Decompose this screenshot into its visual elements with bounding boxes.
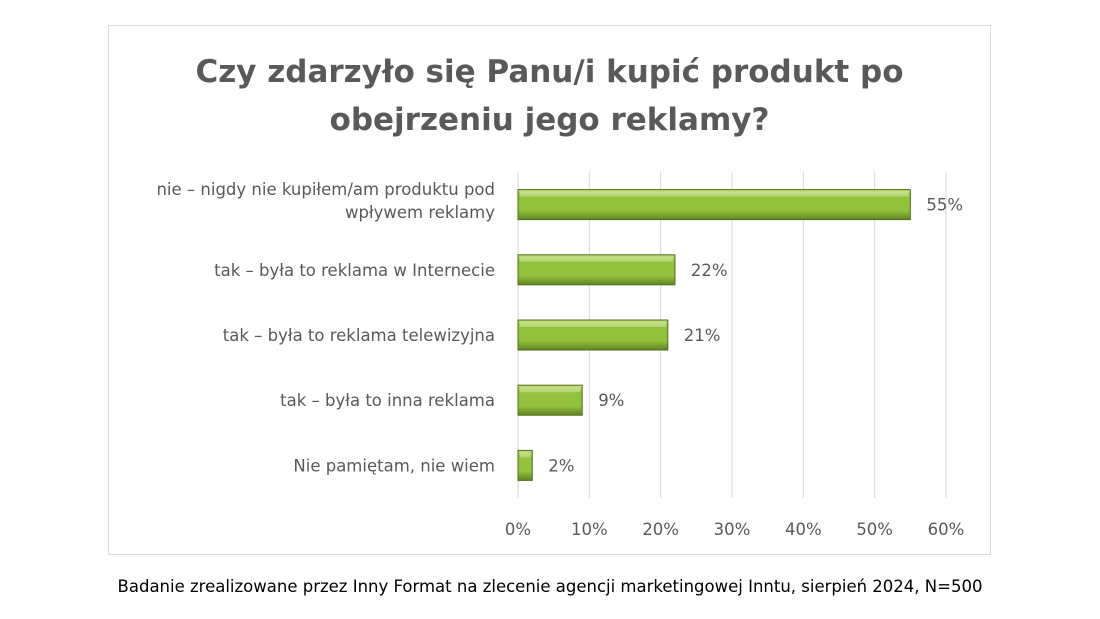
x-tick-label: 20% <box>642 520 679 539</box>
x-tick-label: 30% <box>714 520 751 539</box>
data-label: 21% <box>684 326 721 345</box>
chart-title-line-1: Czy zdarzyło się Panu/i kupić produkt po <box>195 54 904 90</box>
bar <box>517 319 669 351</box>
bar <box>517 254 676 286</box>
chart-title: Czy zdarzyło się Panu/i kupić produkt po… <box>108 48 991 144</box>
x-tick-label: 10% <box>571 520 608 539</box>
data-label: 2% <box>548 456 574 475</box>
bar-highlight <box>520 191 909 197</box>
bar <box>517 189 911 221</box>
x-tick-label: 50% <box>856 520 893 539</box>
bar-highlight <box>520 452 531 458</box>
bar-highlight <box>520 256 673 262</box>
x-tick-label: 0% <box>505 520 531 539</box>
bar <box>517 449 533 481</box>
x-tick-label: 40% <box>785 520 822 539</box>
category-label: wpływem reklamy <box>345 203 495 222</box>
category-label: tak – była to inna reklama <box>280 391 495 410</box>
category-label: nie – nigdy nie kupiłem/am produktu pod <box>156 180 495 199</box>
bar-highlight <box>520 387 581 393</box>
survey-footnote: Badanie zrealizowane przez Inny Format n… <box>117 577 983 596</box>
bar-highlight <box>520 322 666 327</box>
category-label: tak – była to reklama w Internecie <box>214 261 495 280</box>
chart-title-line-2: obejrzeniu jego reklamy? <box>329 102 770 138</box>
category-label: Nie pamiętam, nie wiem <box>293 456 495 475</box>
bar <box>517 384 583 416</box>
category-label: tak – była to reklama telewizyjna <box>223 326 495 345</box>
labels: 0% 10% 20% 30% 40% 50% 60% 55% nie – nigdy nie k… <box>156 180 964 539</box>
bars <box>517 189 911 481</box>
chart-frame <box>108 25 991 555</box>
data-label: 55% <box>926 196 963 215</box>
data-label: 22% <box>691 261 728 280</box>
data-label: 9% <box>598 391 624 410</box>
x-tick-label: 60% <box>928 520 965 539</box>
